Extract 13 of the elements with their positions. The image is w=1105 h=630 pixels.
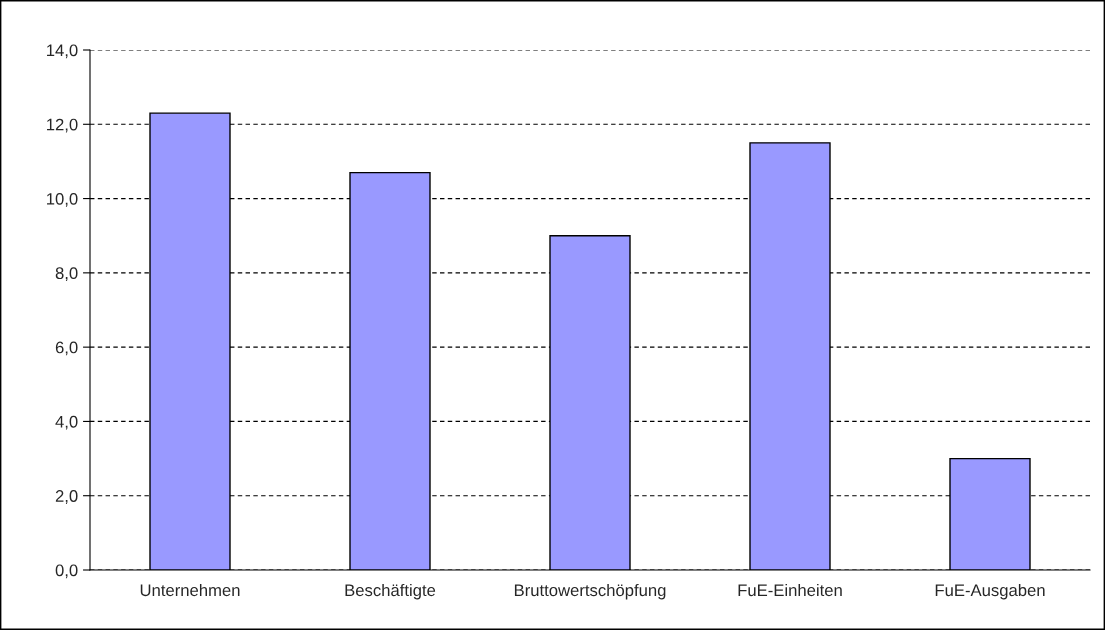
y-tick-label: 10,0: [47, 192, 78, 207]
x-tick-label: FuE-Ausgaben: [935, 583, 1045, 600]
y-tick-label: 4,0: [55, 415, 78, 430]
y-tick-label: 8,0: [55, 267, 78, 282]
y-tick-label: 14,0: [47, 44, 78, 59]
y-tick-label: 12,0: [47, 118, 78, 133]
x-tick-label: Beschäftigte: [345, 583, 436, 600]
x-tick-label: Unternehmen: [140, 583, 240, 597]
x-tick-label: FuE-Einheiten: [738, 583, 842, 597]
y-tick-label: 0,0: [55, 564, 78, 579]
y-tick-label: 2,0: [55, 490, 78, 504]
x-tick-label: Bruttowertschöpfung: [514, 583, 666, 600]
y-tick-label: 6,0: [55, 341, 78, 356]
